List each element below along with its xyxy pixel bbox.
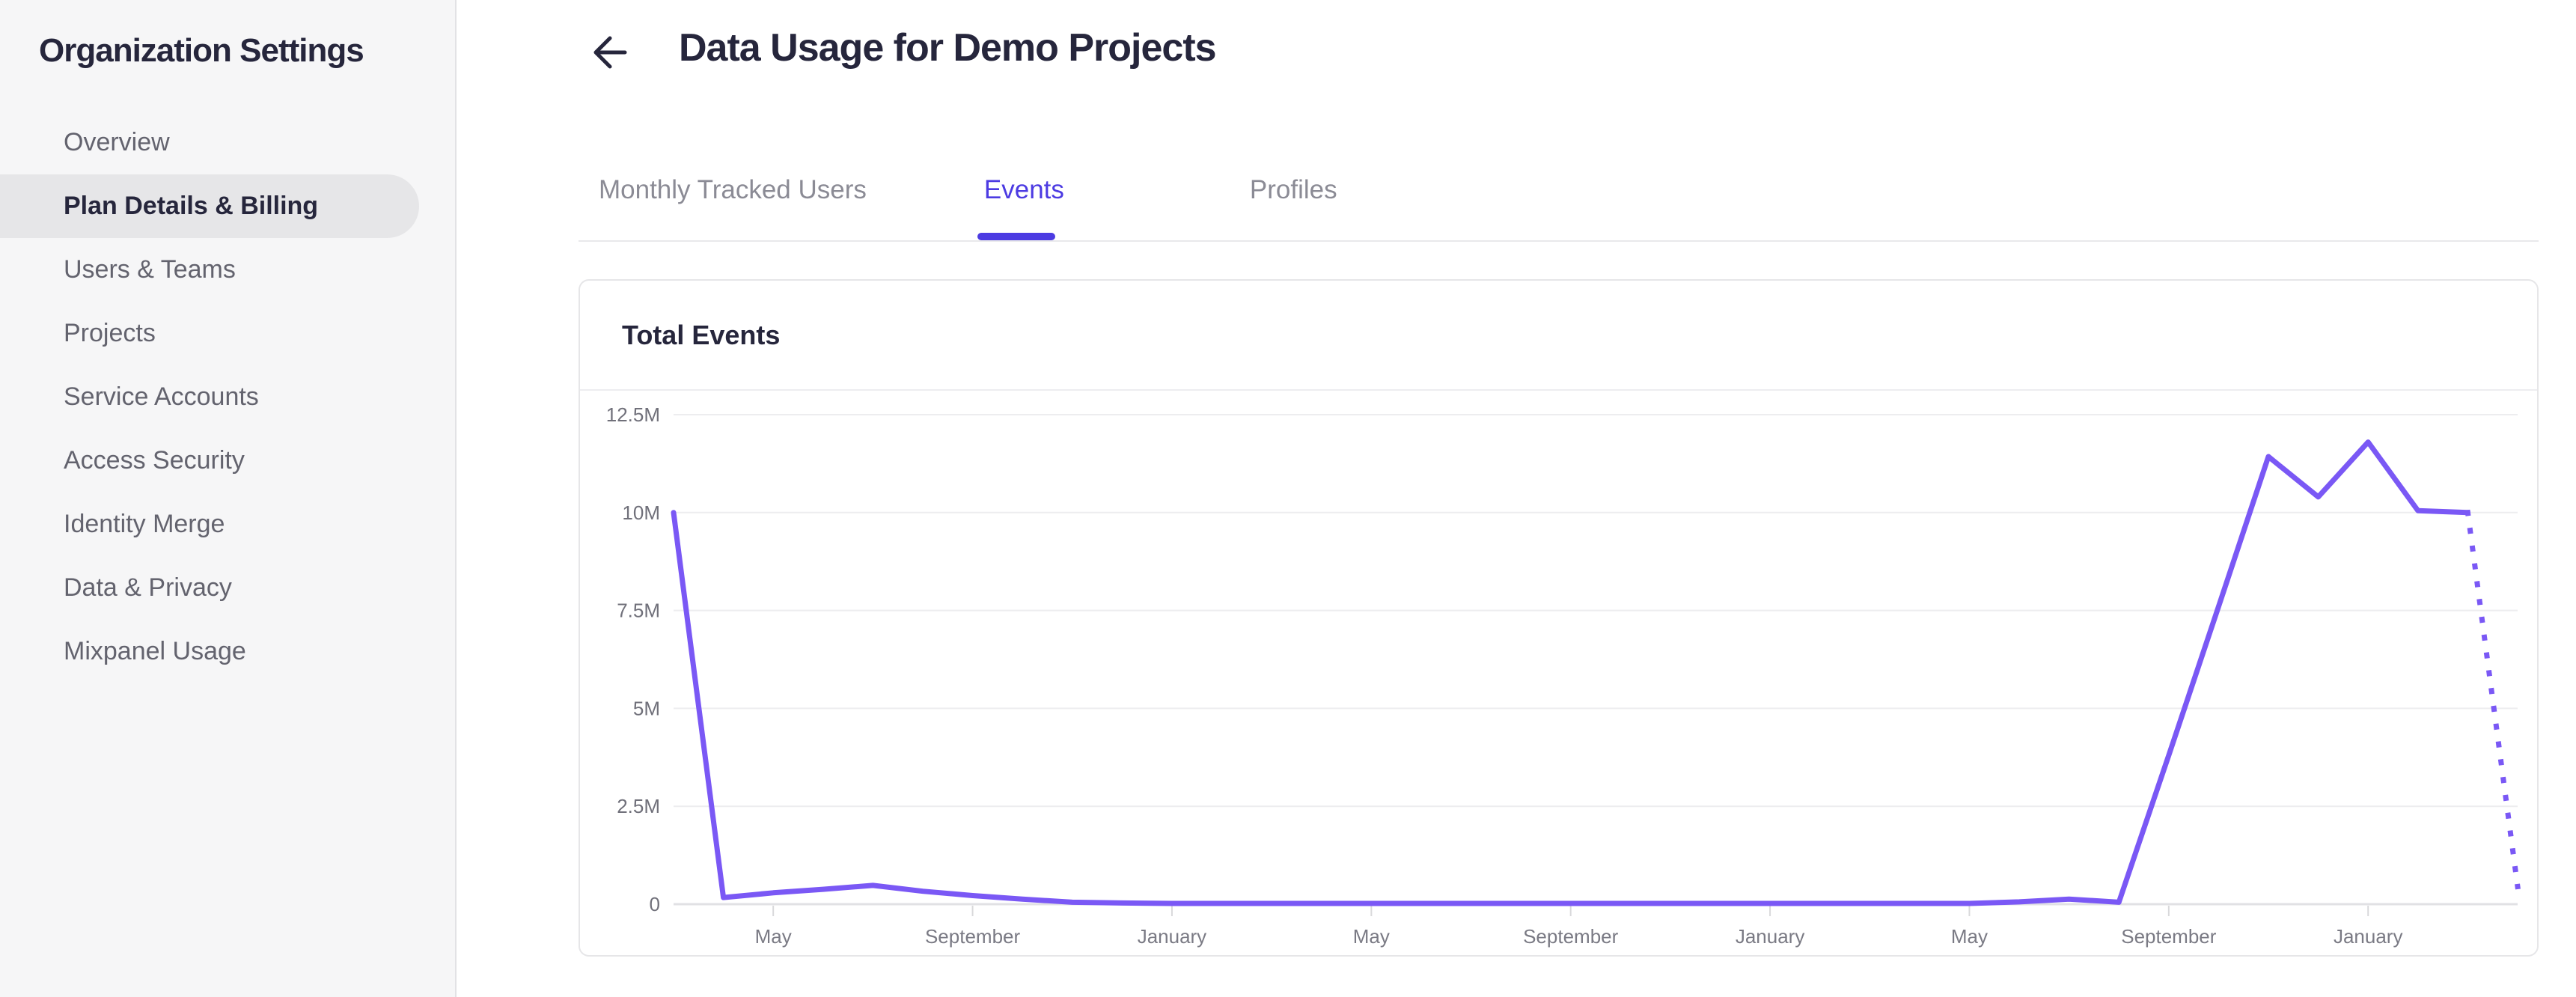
y-axis-label: 10M (622, 501, 660, 524)
y-axis-label: 0 (650, 893, 660, 915)
y-axis-label: 5M (633, 697, 660, 719)
page-title: Data Usage for Demo Projects (679, 26, 1217, 70)
y-axis-label: 7.5M (617, 600, 660, 622)
y-axis-label: 12.5M (606, 403, 660, 426)
sidebar-item-service-accounts[interactable]: Service Accounts (64, 382, 259, 411)
tab-profiles[interactable]: Profiles (1249, 175, 1337, 204)
x-axis-label: January (2334, 925, 2403, 948)
y-axis-label: 2.5M (617, 795, 660, 817)
tab-monthly-tracked-users[interactable]: Monthly Tracked Users (599, 175, 867, 204)
tabs: Monthly Tracked Users Events Profiles (599, 175, 1337, 205)
sidebar-item-data-privacy[interactable]: Data & Privacy (64, 573, 232, 602)
projected-segment (2464, 509, 2521, 890)
card-header: Total Events (580, 281, 2537, 391)
usage-card: Total Events 0 2.5M 5M 7.5M 10M 12.5M May Septe… (579, 279, 2539, 957)
x-axis-label: May (755, 925, 792, 948)
x-axis-label: January (1138, 925, 1207, 948)
back-button[interactable] (586, 30, 634, 75)
sidebar-item-identity-merge[interactable]: Identity Merge (64, 510, 225, 538)
sidebar-item-projects[interactable]: Projects (64, 319, 156, 347)
x-axis-label: September (925, 925, 1021, 948)
sidebar-item-mixpanel-usage[interactable]: Mixpanel Usage (64, 637, 246, 665)
sidebar-item-plan-details-billing[interactable]: Plan Details & Billing (0, 174, 419, 238)
x-axis-label: September (2121, 925, 2217, 948)
sidebar: Organization Settings Overview Plan Detai… (0, 0, 457, 997)
sidebar-item-overview[interactable]: Overview (64, 128, 170, 156)
active-tab-underline (977, 233, 1055, 240)
tabs-divider (579, 240, 2539, 242)
left-arrow-icon (593, 36, 627, 69)
card-title: Total Events (622, 319, 781, 350)
total-events-chart: 0 2.5M 5M 7.5M 10M 12.5M May September January Ma… (606, 403, 2521, 948)
sidebar-title: Organization Settings (39, 32, 364, 69)
sidebar-item-access-security[interactable]: Access Security (64, 446, 245, 475)
x-axis-label: January (1736, 925, 1805, 948)
series-line (671, 439, 2470, 906)
sidebar-item-users-teams[interactable]: Users & Teams (64, 255, 236, 284)
x-axis-label: May (1951, 925, 1988, 948)
sidebar-nav: Overview Plan Details & Billing Users & Te… (0, 111, 455, 683)
tab-events[interactable]: Events (983, 175, 1064, 204)
x-axis-label: September (1523, 925, 1619, 948)
x-axis-label: May (1353, 925, 1390, 948)
